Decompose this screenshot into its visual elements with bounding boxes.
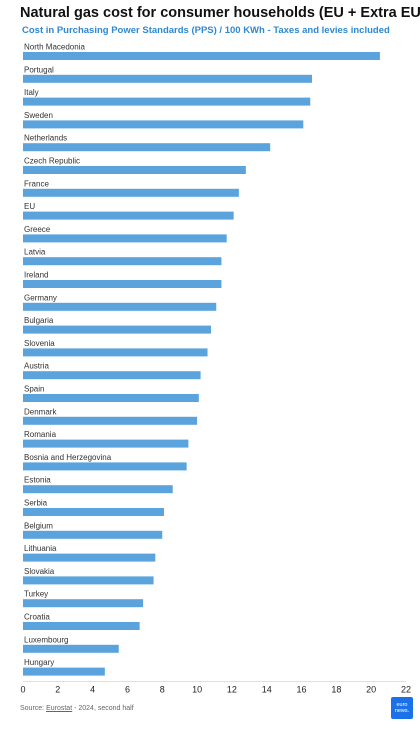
category-label: EU: [24, 202, 35, 211]
x-tick-label: 8: [160, 684, 165, 694]
bar: [23, 280, 222, 288]
bar: [23, 416, 198, 425]
source-note: Source: Eurostat - 2024, second half: [20, 705, 134, 712]
bar: [23, 120, 304, 129]
category-label: Slovenia: [24, 339, 55, 348]
x-tick-label: 0: [20, 684, 25, 694]
x-tick-label: 16: [297, 684, 307, 694]
bars-group: North Macedonia Portugal Italy Sweden Nether…: [23, 43, 380, 676]
category-label: Lithuania: [24, 544, 57, 553]
category-label: Turkey: [24, 590, 48, 599]
category-label: Bulgaria: [24, 316, 54, 325]
category-label: Greece: [24, 225, 51, 234]
bar: [23, 530, 163, 539]
category-label: Belgium: [24, 521, 53, 530]
bar: [23, 622, 140, 630]
bar: [23, 576, 154, 585]
bar: [23, 439, 189, 448]
category-label: Italy: [24, 88, 39, 97]
bar: [23, 234, 227, 243]
x-tick-label: 12: [227, 684, 237, 694]
source-suffix: - 2024, second half: [72, 705, 134, 712]
bar: [23, 52, 380, 60]
bar: [23, 553, 156, 562]
logo-line-2: news.: [394, 708, 410, 714]
bar: [23, 188, 239, 197]
bar: [23, 166, 246, 174]
bar: [23, 667, 105, 676]
x-axis: 0 2 4 6 8 10 12 14 16 18 20 22: [20, 681, 411, 694]
category-label: Ireland: [24, 271, 48, 280]
category-label: Hungary: [24, 658, 54, 667]
category-label: Latvia: [24, 248, 46, 257]
x-tick-label: 2: [55, 684, 60, 694]
category-label: Czech Republic: [24, 157, 80, 166]
x-tick-label: 14: [262, 684, 272, 694]
x-tick-label: 10: [192, 684, 202, 694]
category-label: Croatia: [24, 613, 50, 622]
x-tick-label: 20: [366, 684, 376, 694]
category-label: Portugal: [24, 65, 54, 74]
x-tick-label: 4: [90, 684, 95, 694]
category-label: Slovakia: [24, 567, 55, 576]
bar: [23, 211, 234, 220]
bar: [23, 371, 201, 380]
chart-title: Natural gas cost for consumer households…: [20, 5, 420, 21]
category-label: Serbia: [24, 499, 48, 508]
x-tick-label: 18: [331, 684, 341, 694]
category-label: Bosnia and Herzegovina: [24, 453, 112, 462]
bar: [23, 325, 212, 334]
category-label: Spain: [24, 385, 44, 394]
category-label: Romania: [24, 430, 57, 439]
category-label: France: [24, 179, 49, 188]
category-label: Germany: [24, 293, 57, 302]
bar: [23, 394, 199, 402]
category-label: Estonia: [24, 476, 51, 485]
chart-subtitle: Cost in Purchasing Power Standards (PPS)…: [22, 25, 390, 36]
category-label: Luxembourg: [24, 635, 68, 644]
bar: [23, 485, 173, 494]
bar: [23, 348, 208, 357]
x-tick-label: 6: [125, 684, 130, 694]
bar-chart: North Macedonia Portugal Italy Sweden Nether…: [20, 43, 411, 695]
bar: [23, 599, 144, 608]
category-label: North Macedonia: [24, 43, 85, 52]
bar: [23, 302, 217, 311]
bar: [23, 462, 187, 471]
x-tick-label: 22: [401, 684, 411, 694]
bar: [23, 644, 119, 653]
bar: [23, 257, 222, 266]
source-prefix: Source:: [20, 705, 47, 712]
logo-line-1: euro: [396, 702, 408, 708]
source-link[interactable]: Eurostat: [46, 705, 73, 712]
category-label: Netherlands: [24, 134, 67, 143]
bar: [23, 74, 312, 83]
category-label: Sweden: [24, 111, 53, 120]
euronews-logo: euro news.: [391, 697, 413, 719]
category-label: Denmark: [24, 407, 57, 416]
category-label: Austria: [24, 362, 49, 371]
bar: [23, 508, 165, 516]
bar: [23, 97, 311, 106]
bar: [23, 143, 271, 152]
